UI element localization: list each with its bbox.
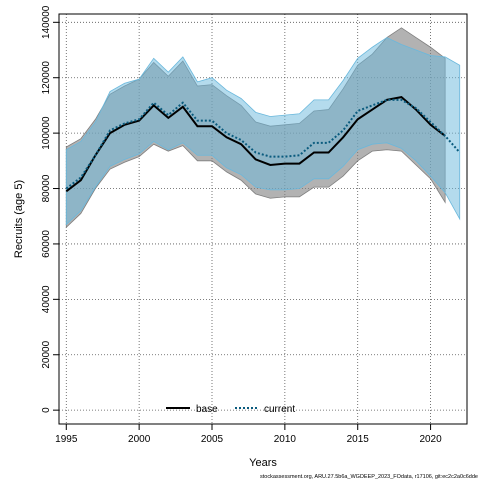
y-axis: 0 20000 40000 60000 80000 100000 120000 140000 (41, 5, 59, 413)
y-tick-label-40000: 40000 (41, 285, 52, 313)
x-tick-label-2020: 2020 (419, 434, 442, 445)
x-tick-label-1995: 1995 (55, 434, 78, 445)
y-tick-label-20000: 20000 (41, 340, 52, 368)
legend-label-base: base (196, 404, 218, 415)
series-lines (65, 96, 461, 193)
x-tick-label-2000: 2000 (128, 434, 151, 445)
legend-label-current: current (264, 404, 295, 415)
line-base (65, 96, 446, 193)
y-tick-label-120000: 120000 (41, 61, 52, 95)
x-axis-title: Years (249, 457, 277, 469)
x-tick-label-2010: 2010 (274, 434, 297, 445)
x-tick-label-2005: 2005 (201, 434, 224, 445)
x-tick-label-2015: 2015 (347, 434, 370, 445)
y-tick-label-60000: 60000 (41, 230, 52, 258)
plot-frame (58, 13, 468, 425)
band-current (65, 37, 461, 226)
y-tick-label-0: 0 (41, 407, 52, 413)
y-tick-label-100000: 100000 (41, 116, 52, 150)
y-tick-label-80000: 80000 (41, 174, 52, 202)
y-axis-title: Recruits (age 5) (13, 180, 25, 258)
confidence-bands (65, 27, 461, 229)
y-tick-label-140000: 140000 (41, 5, 52, 39)
line-current (65, 98, 461, 190)
x-axis: 1995 2000 2005 2010 2015 2020 (55, 424, 442, 445)
footer-credit: stockassessment.org, ARU.27.5b6a_WGDEEP_… (260, 474, 478, 480)
legend: base current (166, 404, 295, 415)
